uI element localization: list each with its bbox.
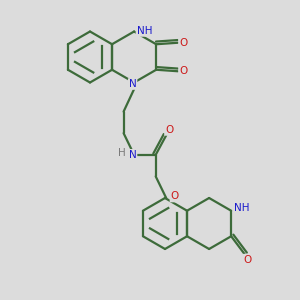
Text: N: N [129,79,136,89]
Text: O: O [170,191,179,202]
Text: O: O [179,66,187,76]
Text: H: H [118,148,125,158]
Text: O: O [179,38,187,48]
Text: O: O [244,255,252,265]
Text: O: O [165,125,173,135]
Text: N: N [129,150,136,160]
Text: NH: NH [136,26,152,36]
Text: NH: NH [234,203,249,213]
